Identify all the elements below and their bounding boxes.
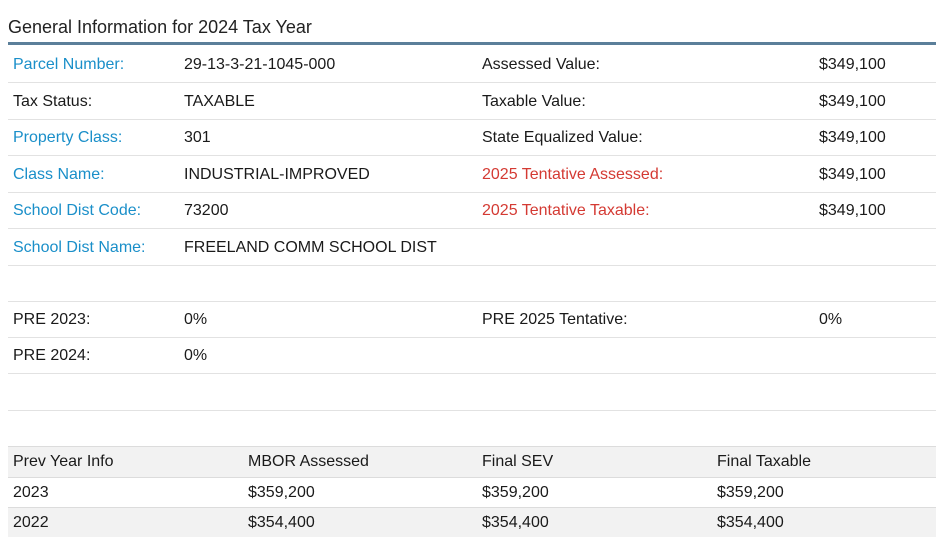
spacer-row [8,374,936,411]
parcel-number-link[interactable]: Parcel Number: [13,56,125,73]
school-dist-code-link[interactable]: School Dist Code: [13,202,142,219]
taxable-value-value: $349,100 [819,93,886,110]
info-row-school-name: School Dist Name: FREELAND COMM SCHOOL D… [8,229,936,266]
tentative-assessed-label: 2025 Tentative Assessed: [482,166,664,183]
info-row-school-code: School Dist Code: 73200 2025 Tentative T… [8,192,936,229]
tentative-taxable-value: $349,100 [819,202,886,219]
title-divider [8,42,936,45]
parcel-number-value: 29-13-3-21-1045-000 [184,56,336,73]
table-cell: $359,200 [482,484,549,501]
table-cell: 2023 [13,484,49,501]
column-header: MBOR Assessed [248,453,369,470]
table-cell: $354,400 [248,514,315,531]
table-cell: $359,200 [717,484,784,501]
table-row: 2022 $354,400 $354,400 $354,400 [8,507,936,537]
school-dist-name-value: FREELAND COMM SCHOOL DIST [184,239,437,256]
info-row-tax-status: Tax Status: TAXABLE Taxable Value: $349,… [8,83,936,120]
table-cell: 2022 [13,514,49,531]
property-class-value: 301 [184,129,211,146]
info-row-parcel: Parcel Number: 29-13-3-21-1045-000 Asses… [8,46,936,83]
table-cell: $354,400 [482,514,549,531]
pre-row-2024: PRE 2024: 0% [8,337,936,374]
school-dist-code-value: 73200 [184,202,229,219]
column-header: Final Taxable [717,453,811,470]
spacer-row [8,265,936,302]
pre-2025-tentative-label: PRE 2025 Tentative: [482,311,628,328]
pre-2025-tentative-value: 0% [819,311,843,328]
assessed-value-label: Assessed Value: [482,56,600,73]
taxable-value-label: Taxable Value: [482,93,586,110]
class-name-link[interactable]: Class Name: [13,166,105,183]
class-name-value: INDUSTRIAL-IMPROVED [184,166,370,183]
pre-row-2023: PRE 2023: 0% PRE 2025 Tentative: 0% [8,301,936,338]
pre-2023-label: PRE 2023: [13,311,91,328]
tax-status-value: TAXABLE [184,93,255,110]
pre-2023-value: 0% [184,311,208,328]
column-header: Final SEV [482,453,554,470]
pre-2024-label: PRE 2024: [13,347,91,364]
table-cell: $354,400 [717,514,784,531]
school-dist-name-link[interactable]: School Dist Name: [13,239,146,256]
tax-status-label: Tax Status: [13,93,93,110]
tentative-taxable-label: 2025 Tentative Taxable: [482,202,650,219]
sev-value: $349,100 [819,129,886,146]
property-class-link[interactable]: Property Class: [13,129,123,146]
info-row-property-class: Property Class: 301 State Equalized Valu… [8,119,936,156]
sev-label: State Equalized Value: [482,129,643,146]
table-cell: $359,200 [248,484,315,501]
info-row-class-name: Class Name: INDUSTRIAL-IMPROVED 2025 Ten… [8,156,936,193]
tentative-assessed-value: $349,100 [819,166,886,183]
table-row: 2023 $359,200 $359,200 $359,200 [8,477,936,507]
table-header-row: Prev Year Info MBOR Assessed Final SEV F… [8,446,936,477]
assessed-value-value: $349,100 [819,56,886,73]
page-title: General Information for 2024 Tax Year [8,17,312,37]
prev-year-table: Prev Year Info MBOR Assessed Final SEV F… [8,446,936,537]
pre-2024-value: 0% [184,347,208,364]
column-header: Prev Year Info [13,453,114,470]
